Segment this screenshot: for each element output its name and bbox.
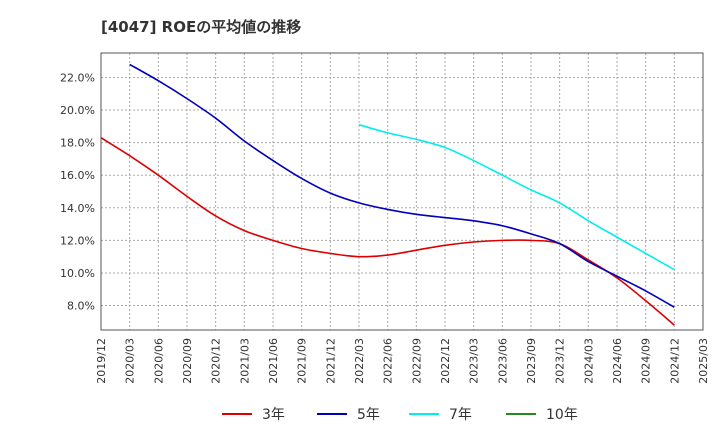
x-tick-label: 2020/03 [124,338,137,384]
y-tick-label: 10.0% [60,267,95,280]
series-line-5年 [129,63,675,308]
x-tick-label: 2020/09 [181,338,194,384]
x-tick-label: 2021/09 [296,338,309,384]
series-line-3年 [100,137,675,326]
x-tick-label: 2023/12 [554,338,567,384]
chart-title: [4047] ROEの平均値の推移 [101,18,301,36]
x-tick-label: 2023/09 [525,338,538,384]
x-tick-label: 2024/03 [582,338,595,384]
legend: 3年 5年 7年 10年 [222,407,578,423]
x-tick-label: 2024/06 [611,338,624,384]
grid-lines [101,53,703,330]
legend-label: 3年 [262,407,285,423]
x-tick-label: 2022/09 [410,338,423,384]
y-axis-ticks: 8.0% 10.0% 12.0% 14.0% 16.0% 18.0% 20.0% 22.0% [60,71,95,312]
x-tick-label: 2024/09 [640,338,653,384]
x-tick-label: 2023/06 [496,338,509,384]
y-tick-label: 8.0% [67,300,95,313]
legend-label: 10年 [546,407,578,423]
y-tick-label: 22.0% [60,71,95,84]
x-tick-label: 2021/12 [324,338,337,384]
x-axis-ticks: 2019/12 2020/03 2020/06 2020/09 2020/12 2021/… [95,338,710,384]
legend-label: 7年 [449,407,472,423]
y-tick-label: 16.0% [60,169,95,182]
x-tick-label: 2022/03 [353,338,366,384]
y-tick-label: 20.0% [60,104,95,117]
series-line-7年 [358,123,675,271]
x-tick-label: 2025/03 [697,338,710,384]
x-tick-label: 2023/03 [468,338,481,384]
plot-area-frame [100,52,704,331]
x-tick-label: 2020/12 [210,338,223,384]
x-tick-label: 2024/12 [668,338,681,384]
x-tick-label: 2021/06 [267,338,280,384]
x-tick-label: 2019/12 [95,338,108,384]
x-tick-label: 2020/06 [152,338,165,384]
y-tick-label: 18.0% [60,137,95,150]
legend-label: 5年 [357,407,380,423]
x-tick-label: 2022/12 [439,338,452,384]
y-tick-label: 12.0% [60,234,95,247]
x-tick-label: 2021/03 [238,338,251,384]
x-tick-label: 2022/06 [382,338,395,384]
y-tick-label: 14.0% [60,202,95,215]
series-lines [100,63,675,326]
